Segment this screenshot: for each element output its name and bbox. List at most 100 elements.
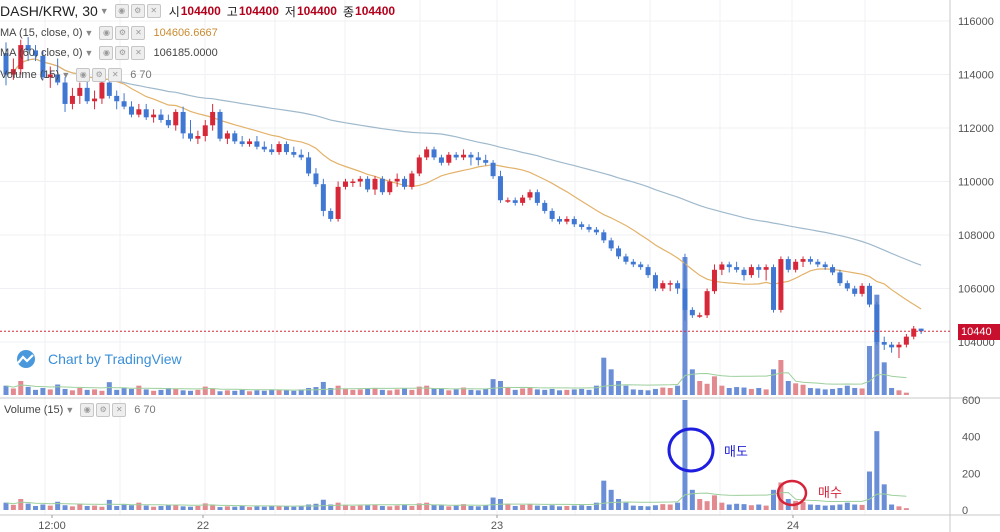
close-icon[interactable]: ✕ (112, 403, 127, 417)
volume-bar-overlay (453, 389, 459, 395)
ohlc-low-value: 104400 (296, 4, 337, 18)
volume-bar (446, 506, 452, 510)
ma60-label[interactable]: MA (60, close, 0) (0, 47, 83, 59)
volume-bar (306, 504, 312, 510)
volume-bar-overlay (254, 390, 260, 395)
volume-bar (859, 504, 865, 510)
volume-bar-overlay (889, 388, 895, 395)
candle-body (350, 181, 356, 183)
volume-bar (18, 499, 24, 510)
candle-body (704, 291, 710, 316)
volume-bar-overlay (69, 390, 75, 395)
volume-bar-overlay (232, 390, 238, 395)
ma60-legend: MA (60, close, 0) ▼ ◉ ⚙ ✕ 106185.0000 (0, 44, 218, 62)
volume-bar (224, 506, 230, 510)
candle-body (188, 133, 193, 139)
volume-bar-overlay (881, 362, 887, 395)
volume-bar (682, 400, 688, 510)
candle-body (564, 218, 570, 222)
volume-bar-overlay (320, 381, 326, 395)
ma15-line (5, 58, 922, 310)
close-icon[interactable]: ✕ (108, 68, 123, 82)
volume-bar-overlay (283, 390, 289, 395)
candle-body (33, 50, 39, 56)
settings-gear-icon[interactable]: ⚙ (92, 68, 107, 82)
sell-annotation-circle (667, 427, 715, 473)
settings-gear-icon[interactable]: ⚙ (115, 46, 130, 60)
candle-body (593, 229, 599, 233)
volume-bar-overlay (866, 346, 872, 395)
candle-body (719, 264, 725, 270)
volume-bar (254, 506, 260, 510)
candle-body (69, 95, 75, 104)
chevron-down-icon[interactable]: ▼ (84, 28, 94, 38)
candle-body (793, 261, 799, 270)
volume-bar-overlay (387, 390, 393, 395)
volume-bar-overlay (210, 388, 216, 395)
ma15-label[interactable]: MA (15, close, 0) (0, 27, 83, 39)
volume-bar (475, 506, 481, 510)
symbol-title[interactable]: DASH/KRW, 30 (0, 3, 98, 19)
visibility-eye-icon[interactable]: ◉ (99, 46, 114, 60)
candle-body (889, 344, 895, 348)
close-icon[interactable]: ✕ (146, 4, 161, 18)
volume-bar-overlay (379, 389, 385, 395)
volume-bar (69, 506, 75, 510)
volume-bar-overlay (793, 383, 799, 395)
settings-gear-icon[interactable]: ⚙ (96, 403, 111, 417)
volume-overlay-ma-line (5, 372, 907, 391)
candle-body (151, 114, 157, 118)
visibility-eye-icon[interactable]: ◉ (99, 26, 114, 40)
candle-body (313, 173, 319, 185)
volume-bar (394, 505, 400, 510)
volume-bar (586, 505, 592, 510)
candle-body (911, 328, 917, 337)
candle-body (40, 55, 46, 78)
candle-body (47, 74, 53, 78)
ohlc-close-key: 종 (342, 4, 355, 19)
volume-tick-label: 0 (962, 505, 968, 517)
candle-body (534, 192, 540, 203)
volume-bar (689, 489, 695, 510)
candle-body (328, 210, 334, 219)
candle-body (815, 261, 821, 265)
chevron-down-icon[interactable]: ▼ (65, 405, 75, 415)
visibility-eye-icon[interactable]: ◉ (76, 68, 91, 82)
volume-bar-overlay (557, 390, 562, 395)
volume-overlay-label[interactable]: Volume (15) (0, 69, 60, 81)
candle-body (306, 157, 312, 174)
visibility-eye-icon[interactable]: ◉ (80, 403, 95, 417)
sell-annotation-text: 매도 (724, 444, 748, 459)
close-icon[interactable]: ✕ (131, 26, 146, 40)
chevron-down-icon[interactable]: ▼ (99, 6, 109, 16)
volume-bar (402, 504, 408, 510)
volume-bar-overlay (3, 385, 9, 395)
volume-bar (261, 506, 267, 510)
candle-body (3, 53, 9, 75)
chevron-down-icon[interactable]: ▼ (84, 48, 94, 58)
volume-bar-overlay (77, 388, 83, 395)
close-icon[interactable]: ✕ (131, 46, 146, 60)
volume-bar-overlay (512, 389, 518, 395)
volume-bar-overlay (188, 390, 193, 395)
volume-bar-overlay (33, 389, 39, 395)
volume-bar-overlay (298, 389, 304, 395)
settings-gear-icon[interactable]: ⚙ (115, 26, 130, 40)
visibility-eye-icon[interactable]: ◉ (114, 4, 129, 18)
volume-bar (180, 506, 186, 510)
candle-body (387, 181, 393, 193)
tradingview-watermark[interactable]: Chart by TradingView (12, 349, 182, 369)
candle-body (424, 149, 430, 158)
candle-body (269, 149, 275, 153)
volume-bar-overlay (55, 384, 61, 395)
volume-panel-label[interactable]: Volume (15) (4, 404, 64, 416)
volume-bar-overlay (896, 390, 902, 395)
volume-bar-overlay (402, 388, 408, 395)
candle-body (645, 267, 651, 276)
chevron-down-icon[interactable]: ▼ (61, 70, 71, 80)
candle-body (342, 181, 348, 187)
candle-body (210, 111, 216, 126)
volume-bar (151, 506, 157, 510)
settings-gear-icon[interactable]: ⚙ (130, 4, 145, 18)
